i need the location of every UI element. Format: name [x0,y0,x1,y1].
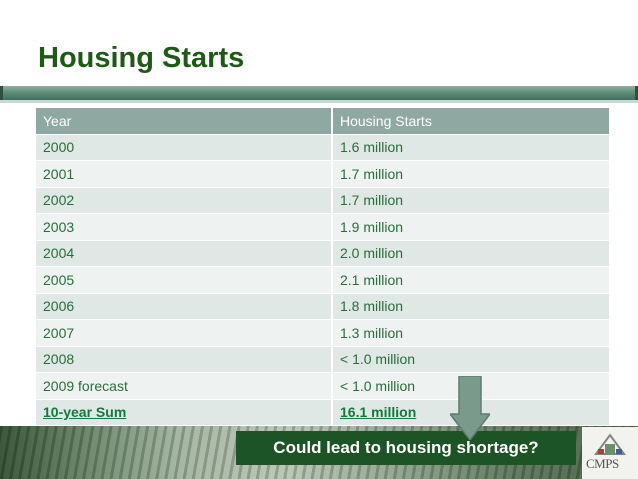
callout-box: Could lead to housing shortage? [236,431,576,465]
header-year: Year [36,108,333,135]
table-row: 2006 1.8 million [36,293,611,320]
cell-year: 2007 [36,319,333,347]
slide-title: Housing Starts [38,42,245,74]
header-housing-starts: Housing Starts [332,108,611,135]
sum-label: 10-year Sum [36,399,333,426]
cell-starts: 1.6 million [332,134,611,161]
cell-year: 2008 [36,346,333,373]
cell-year: 2004 [36,240,333,267]
cell-starts: 1.3 million [332,319,611,347]
cell-year: 2000 [36,134,333,161]
title-rule [0,86,638,100]
housing-starts-table: Year Housing Starts 2000 1.6 million 200… [36,108,611,426]
cell-year: 2002 [36,187,333,214]
table-row: 2007 1.3 million [36,319,611,347]
cell-starts: < 1.0 million [332,346,611,373]
cell-year: 2009 forecast [36,372,333,400]
cell-starts: 2.0 million [332,240,611,267]
cmps-logo-mark [594,433,626,455]
cell-starts: 1.7 million [332,160,611,188]
cell-starts: 2.1 million [332,266,611,294]
down-arrow-icon [450,376,490,440]
cell-year: 2001 [36,160,333,188]
callout-text: Could lead to housing shortage? [273,438,539,457]
rule-notch-right [635,86,638,100]
cell-year: 2003 [36,213,333,241]
table-row: 2009 forecast < 1.0 million [36,372,611,400]
cell-year: 2005 [36,266,333,294]
table-row: 2001 1.7 million [36,160,611,188]
cell-starts: 1.7 million [332,187,611,214]
table-row: 2002 1.7 million [36,187,611,214]
cell-year: 2006 [36,293,333,320]
table-row: 2005 2.1 million [36,266,611,294]
table-row: 2003 1.9 million [36,213,611,241]
table-header-row: Year Housing Starts [36,108,611,135]
cmps-logo-text: CMPS [586,456,619,471]
table-row: 2008 < 1.0 million [36,346,611,373]
table-row: 2000 1.6 million [36,134,611,161]
table-row: 2004 2.0 million [36,240,611,267]
title-rule-shade [0,100,638,103]
cell-starts: 1.9 million [332,213,611,241]
rule-notch-left [0,86,3,100]
table-sum-row: 10-year Sum 16.1 million [36,399,611,426]
cell-starts: 1.8 million [332,293,611,320]
